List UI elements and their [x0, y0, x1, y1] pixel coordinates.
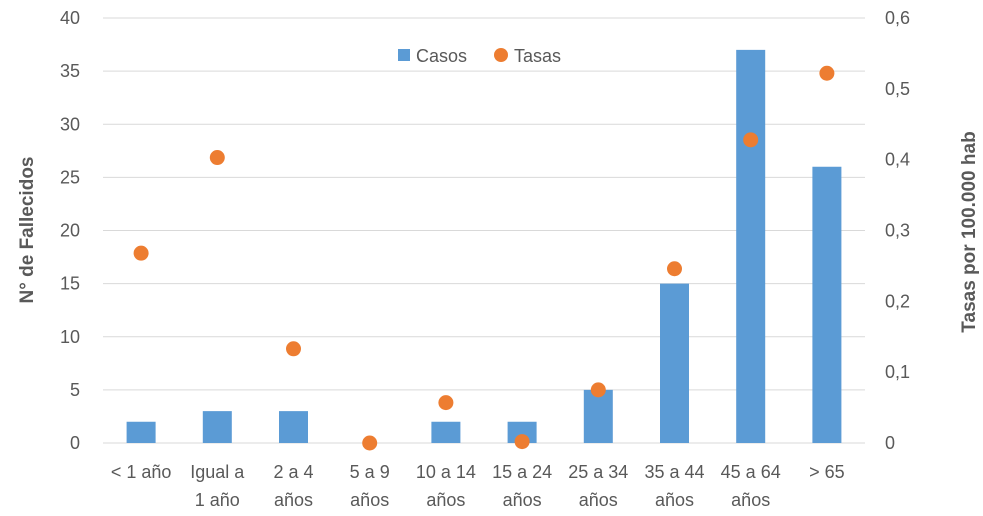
bars-casos [126, 49, 842, 443]
y-tick-label: 25 [60, 167, 80, 187]
y-tick-label: 15 [60, 274, 80, 294]
rate-point [590, 382, 606, 398]
y2-tick-label: 0 [885, 433, 895, 453]
legend-label-casos: Casos [416, 46, 467, 66]
x-tick-label: 2 a 4 años [273, 462, 313, 510]
x-tick-label: 45 a 64 años [721, 462, 781, 510]
x-tick-label: 25 a 34 años [568, 462, 628, 510]
y-axis-right-ticks: 0 0,1 0,2 0,3 0,4 0,5 0,6 [885, 8, 910, 453]
y2-tick-label: 0,5 [885, 79, 910, 99]
bar [202, 411, 232, 443]
rate-point [743, 132, 759, 148]
x-tick-label: 35 a 44 años [644, 462, 704, 510]
y-tick-label: 35 [60, 61, 80, 81]
x-tick-label: 15 a 24 años [492, 462, 552, 510]
points-tasas [133, 65, 835, 451]
rate-point [438, 395, 454, 411]
y2-tick-label: 0,6 [885, 8, 910, 28]
rate-point [819, 65, 835, 81]
legend: Casos Tasas [398, 46, 561, 66]
y-axis-left-ticks: 0 5 10 15 20 25 30 35 40 [60, 8, 80, 453]
rate-point [514, 434, 530, 450]
legend-label-tasas: Tasas [514, 46, 561, 66]
y2-tick-label: 0,4 [885, 150, 910, 170]
x-tick-label: 10 a 14 años [416, 462, 476, 510]
y-axis-right-title: Tasas por 100.000 hab [959, 131, 980, 332]
bar [660, 283, 689, 443]
y-tick-label: 10 [60, 327, 80, 347]
y-axis-left-title: N° de Fallecidos [17, 157, 38, 304]
y-tick-label: 0 [70, 433, 80, 453]
y-tick-label: 30 [60, 114, 80, 134]
y-tick-label: 20 [60, 221, 80, 241]
bar [431, 421, 461, 443]
bar [507, 421, 537, 443]
bar [126, 421, 156, 443]
rate-point [362, 435, 378, 451]
y-tick-label: 5 [70, 380, 80, 400]
x-tick-label: 5 a 9 años [350, 462, 390, 510]
legend-swatch-casos [398, 49, 410, 61]
x-tick-label: < 1 año [111, 462, 172, 482]
rate-point [133, 245, 149, 261]
bar [583, 389, 613, 443]
y2-tick-label: 0,3 [885, 221, 910, 241]
y-tick-label: 40 [60, 8, 80, 28]
x-tick-label: > 65 [809, 462, 845, 482]
y2-tick-label: 0,2 [885, 291, 910, 311]
gridlines [103, 17, 865, 444]
rate-point [667, 261, 682, 277]
bar [812, 166, 842, 443]
rate-point [209, 150, 225, 166]
bar [736, 49, 766, 443]
rate-point [286, 341, 301, 357]
bar [279, 411, 308, 443]
legend-swatch-tasas [494, 48, 508, 62]
y2-tick-label: 0,1 [885, 362, 910, 382]
